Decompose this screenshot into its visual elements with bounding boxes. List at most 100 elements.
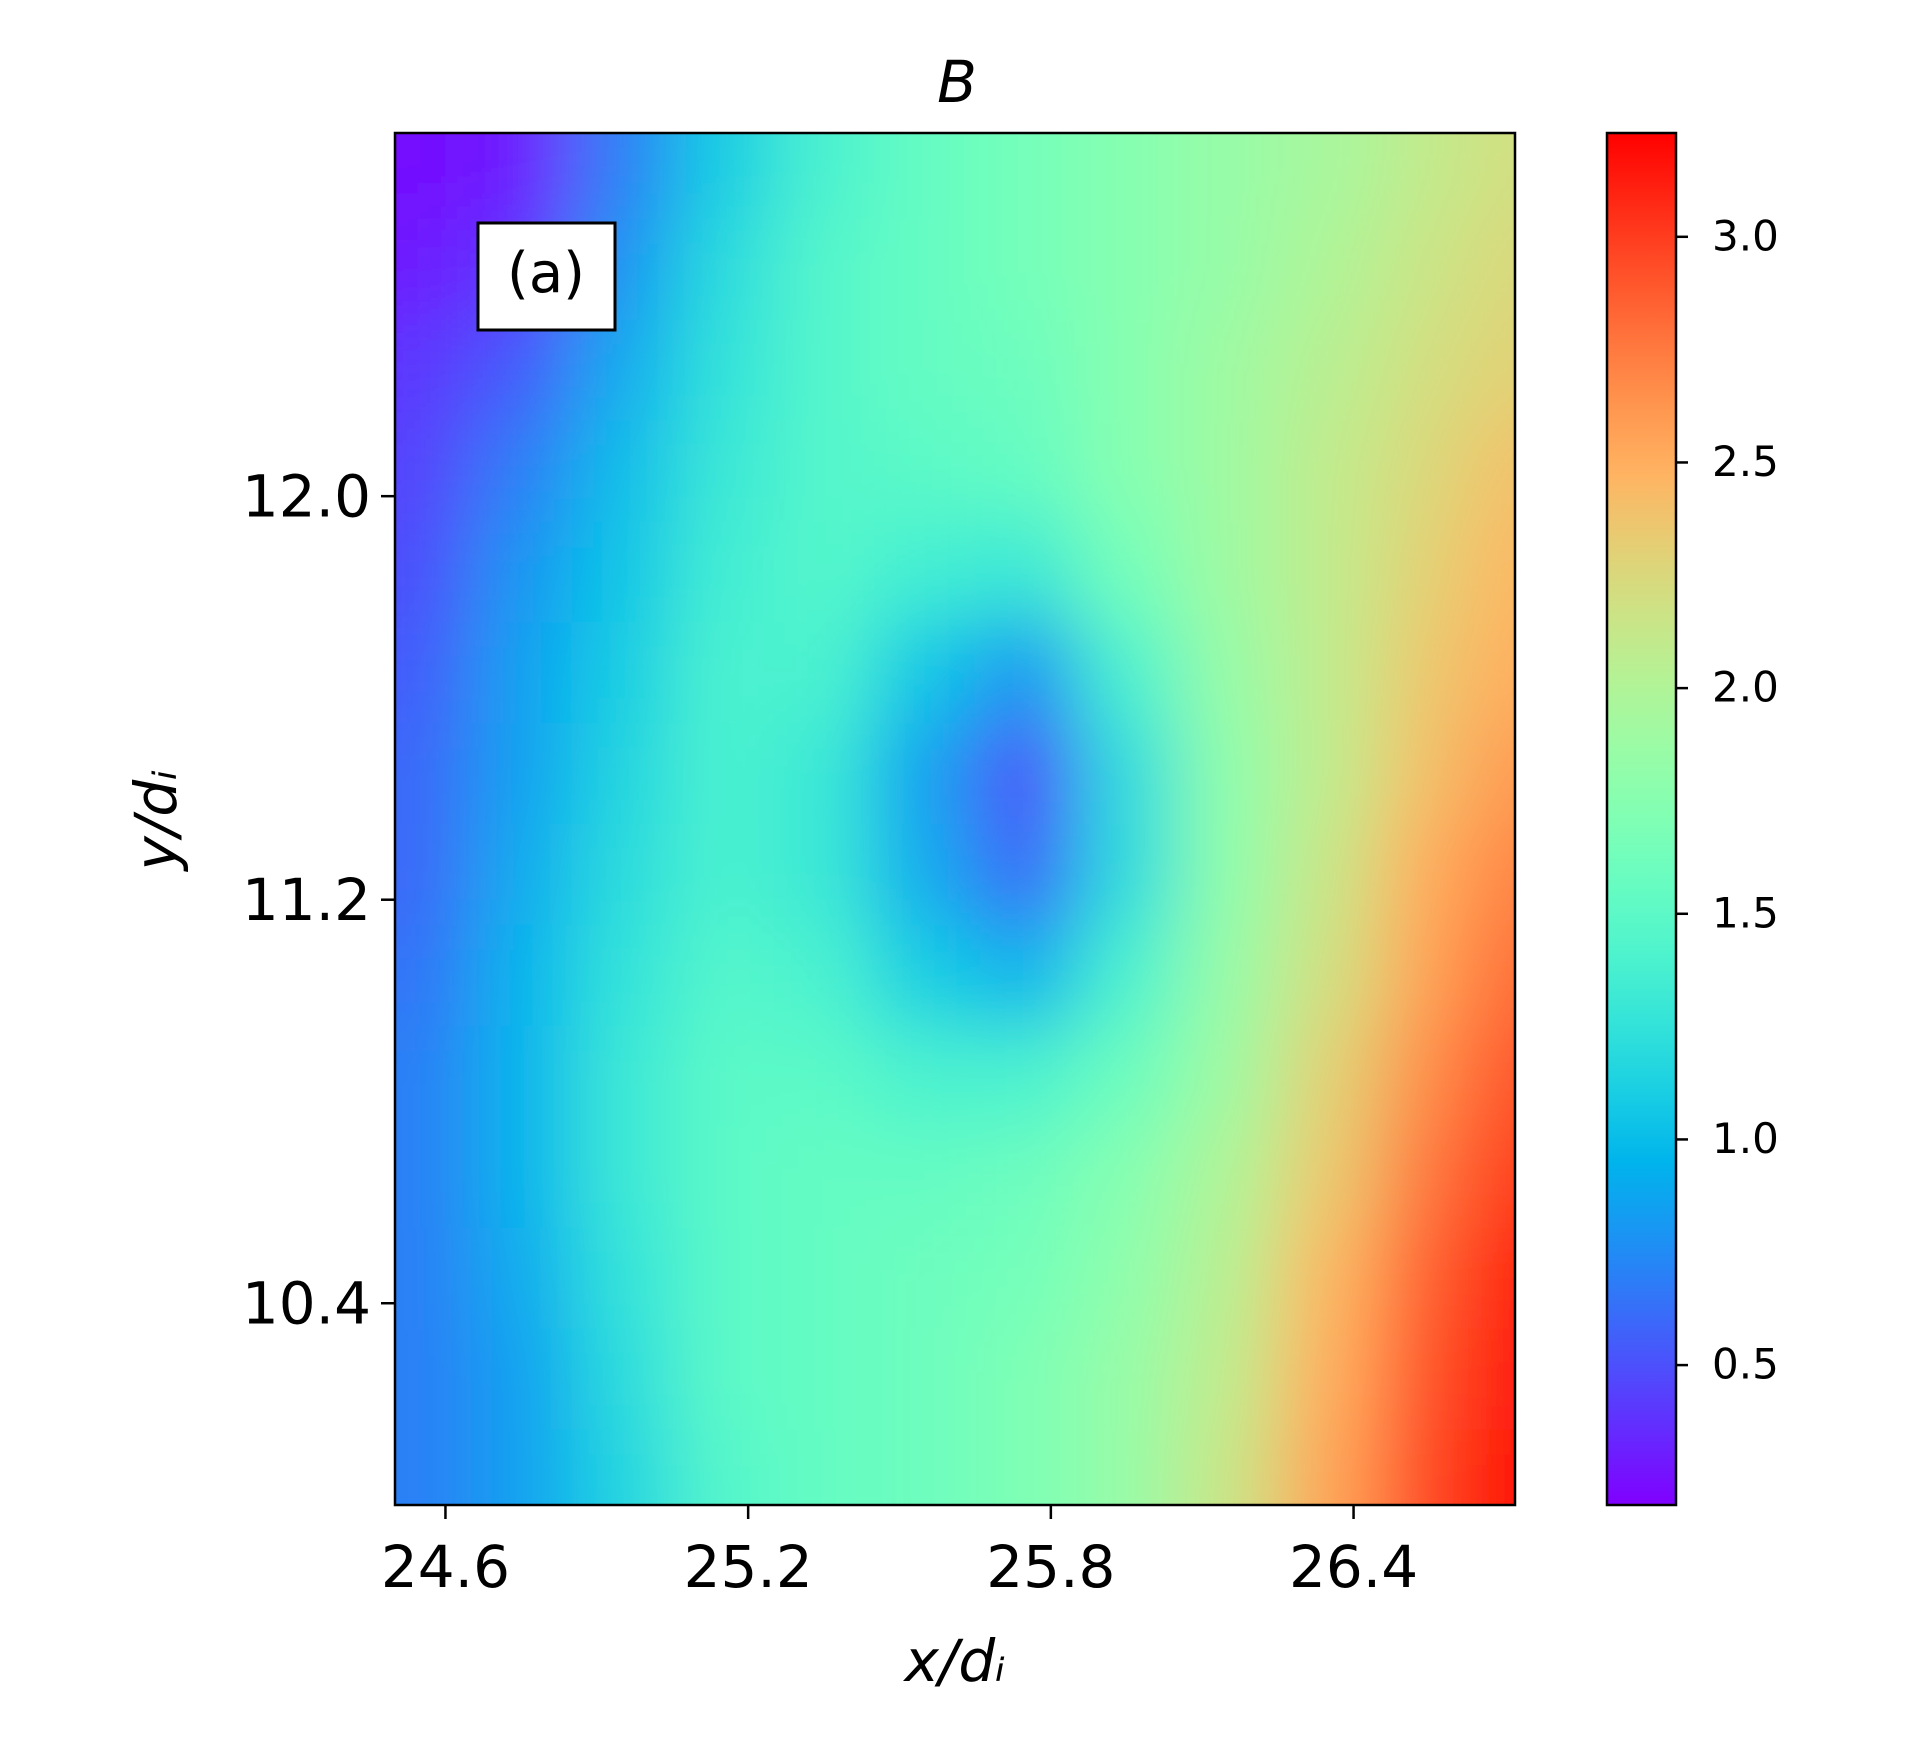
heatmap-cell [571,622,673,724]
heatmap-cell [1277,420,1380,522]
y-tick-label: 12.0 [242,462,371,530]
heatmap-cell [773,1025,875,1128]
heatmap-cell [1277,622,1380,724]
x-tick-label: 26.4 [1289,1533,1418,1601]
heatmap-cell [395,924,472,1027]
heatmap-cell [773,824,875,926]
heatmap-cell [773,1328,875,1430]
heatmap-cell [470,924,573,1027]
heatmap-cell [1176,1025,1279,1128]
heatmap-cell [874,723,976,825]
heatmap-cell [1467,521,1515,623]
heatmap-cell [1277,1429,1380,1505]
heatmap-cell [1467,1429,1515,1505]
heatmap-cell [1076,1429,1178,1505]
heatmap-cell [1378,1328,1468,1430]
y-tick-label: 11.2 [242,866,371,934]
heatmap-cell [975,723,1077,825]
heatmap-cell [1378,319,1468,422]
heatmap-cell [672,420,774,522]
colorbar-tick-label: 2.5 [1712,437,1779,486]
heatmap-cell [874,622,976,724]
heatmap-cell [1176,924,1279,1027]
heatmap-cell [1378,824,1468,926]
heatmap-cell [672,1328,774,1430]
heatmap-cell [1176,1328,1279,1430]
heatmap-cell [395,1126,472,1229]
heatmap-cell [1076,1328,1178,1430]
heatmap-cell [470,1025,573,1128]
heatmap-cell [1467,1227,1515,1329]
heatmap-cell [874,218,976,321]
heatmap-cell [1467,723,1515,825]
heatmap-cell [975,1328,1077,1430]
colorbar-tick-label: 1.5 [1712,888,1779,937]
chart-title: B [937,48,977,116]
heatmap-cell [1076,1126,1178,1229]
heatmap-cell [672,1227,774,1329]
heatmap-cell [1378,622,1468,724]
heatmap-cell [1076,133,1178,220]
heatmap-cell [1378,133,1468,220]
heatmap-cell [571,521,673,623]
heatmap-area [395,133,1515,1505]
heatmap-cell [1467,420,1515,522]
heatmap-cell [1277,319,1380,422]
heatmap-cell [773,218,875,321]
heatmap-cell [395,521,472,623]
heatmap-cell [1467,1328,1515,1430]
heatmap-cell [1176,218,1279,321]
heatmap-cell [571,1126,673,1229]
heatmap-cell [975,521,1077,623]
heatmap-cell [1176,1227,1279,1329]
heatmap-cell [1378,218,1468,321]
heatmap-cell [672,1126,774,1229]
heatmap-cell [470,824,573,926]
heatmap-cell [470,622,573,724]
x-tick-label: 24.6 [381,1533,510,1601]
heatmap-cell [672,824,774,926]
heatmap-cell [1076,218,1178,321]
heatmap-cell [975,319,1077,422]
heatmap-cell [975,824,1077,926]
heatmap-cell [1176,1429,1279,1505]
heatmap-cell [773,1429,875,1505]
heatmap-cell [1277,1328,1380,1430]
heatmap-cell [1076,521,1178,623]
heatmap-cell [874,521,976,623]
heatmap-cell [1076,319,1178,422]
heatmap-cell [975,924,1077,1027]
heatmap-cell [1076,622,1178,724]
heatmap-cell [874,824,976,926]
heatmap-cell [874,924,976,1027]
heatmap-cell [672,723,774,825]
colorbar-tick-label: 0.5 [1712,1340,1779,1389]
heatmap-cell [395,1227,472,1329]
heatmap-cell [1176,420,1279,522]
heatmap-cell [571,420,673,522]
heatmap-cell [395,133,472,220]
heatmap-cell [975,1025,1077,1128]
heatmap-cell [1076,723,1178,825]
heatmap-cell [1176,319,1279,422]
heatmap-cell [975,420,1077,522]
heatmap-cell [1076,924,1178,1027]
heatmap-cell [672,1429,774,1505]
heatmap-cell [672,521,774,623]
panel-label: (a) [507,241,585,306]
heatmap-cell [773,521,875,623]
heatmap-cell [773,133,875,220]
heatmap-cell [1277,924,1380,1027]
x-axis-label: x/dᵢ [902,1627,1005,1695]
heatmap-cell [874,1126,976,1229]
heatmap-cell [1277,1227,1380,1329]
heatmap-cell [1467,1126,1515,1229]
plot-frame [393,131,1517,1507]
colorbar-tick-label: 1.0 [1712,1114,1779,1163]
heatmap-cell [672,622,774,724]
heatmap-cell [1076,1227,1178,1329]
heatmap-cell [672,924,774,1027]
heatmap-cell [773,1227,875,1329]
heatmap-cell [470,1227,573,1329]
heatmap-cell [773,924,875,1027]
